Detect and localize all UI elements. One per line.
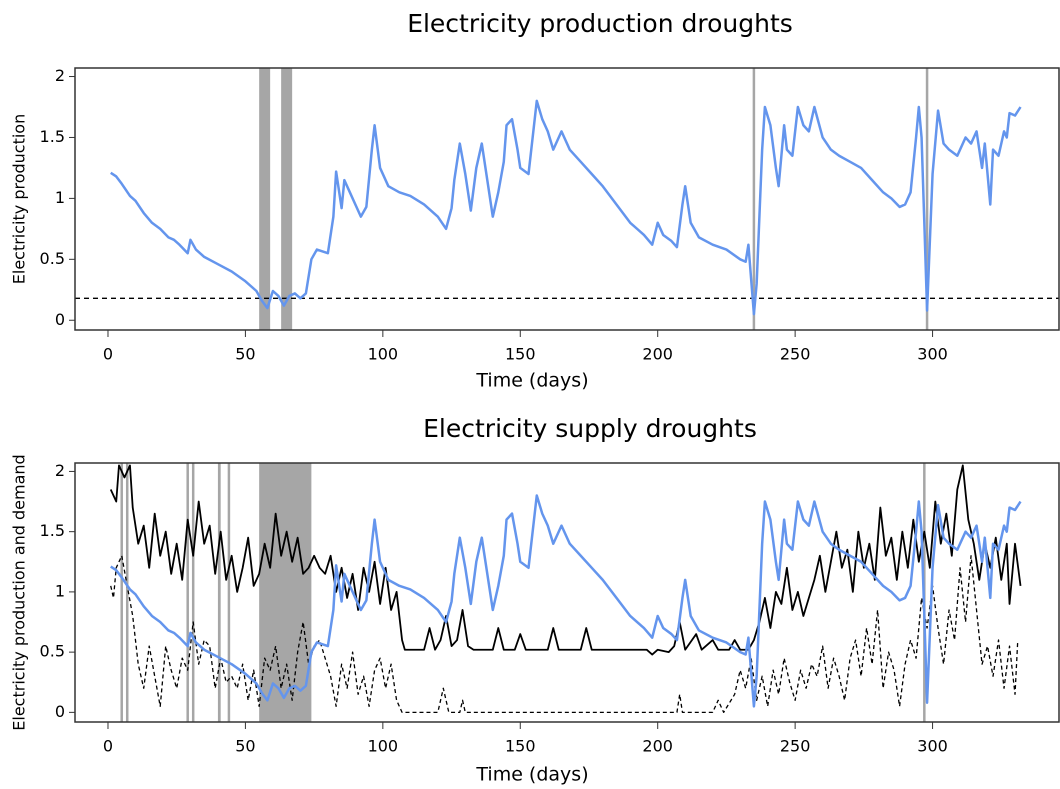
y-tick-label: 0 — [55, 702, 65, 721]
x-tick-label: 50 — [235, 737, 255, 756]
drought-span — [259, 68, 271, 330]
y-tick-label: 1.5 — [40, 521, 65, 540]
drought-span — [259, 463, 312, 722]
y-tick-label: 1 — [55, 188, 65, 207]
x-tick-label: 200 — [642, 345, 673, 364]
plot-frame — [74, 462, 1060, 723]
drought-span — [186, 463, 189, 722]
plot-area — [75, 68, 1059, 330]
drought-span — [191, 463, 195, 722]
x-tick-label: 150 — [505, 345, 536, 364]
x-axis-label: Time (days) — [475, 370, 588, 392]
y-tick-label: 1 — [55, 581, 65, 600]
drought-span — [925, 68, 929, 330]
series-line — [110, 99, 1022, 316]
series-line — [110, 494, 1022, 708]
y-tick-label: 2 — [55, 66, 65, 85]
drought-span — [752, 68, 756, 330]
x-tick-label: 300 — [917, 345, 948, 364]
x-tick-label: 0 — [103, 737, 113, 756]
series-line — [110, 555, 1019, 714]
series-line — [109, 464, 1022, 656]
drought-span — [125, 463, 129, 722]
y-tick-label: 0.5 — [40, 642, 65, 661]
drought-span — [120, 463, 123, 722]
x-axis-label: Time (days) — [475, 764, 588, 786]
y-tick-label: 0.5 — [40, 249, 65, 268]
y-tick-label: 2 — [55, 461, 65, 480]
x-tick-label: 150 — [505, 737, 536, 756]
chart-title: Electricity production droughts — [407, 9, 793, 38]
y-tick-label: 0 — [55, 310, 65, 329]
x-tick-label: 50 — [235, 345, 255, 364]
x-tick-label: 200 — [642, 737, 673, 756]
drought-span — [227, 463, 231, 722]
x-tick-label: 0 — [103, 345, 113, 364]
x-tick-label: 250 — [780, 737, 811, 756]
plot-area — [109, 463, 1022, 722]
chart-title: Electricity supply droughts — [423, 414, 757, 443]
y-axis-label: Electricity production — [10, 114, 29, 284]
drought-span — [217, 463, 221, 722]
plot-frame — [74, 67, 1060, 331]
y-axis-label: Electricity production and demand — [10, 454, 29, 730]
x-tick-label: 300 — [917, 737, 948, 756]
y-tick-label: 1.5 — [40, 127, 65, 146]
x-tick-label: 100 — [368, 345, 399, 364]
x-tick-label: 250 — [780, 345, 811, 364]
drought-span — [281, 68, 293, 330]
x-tick-label: 100 — [368, 737, 399, 756]
